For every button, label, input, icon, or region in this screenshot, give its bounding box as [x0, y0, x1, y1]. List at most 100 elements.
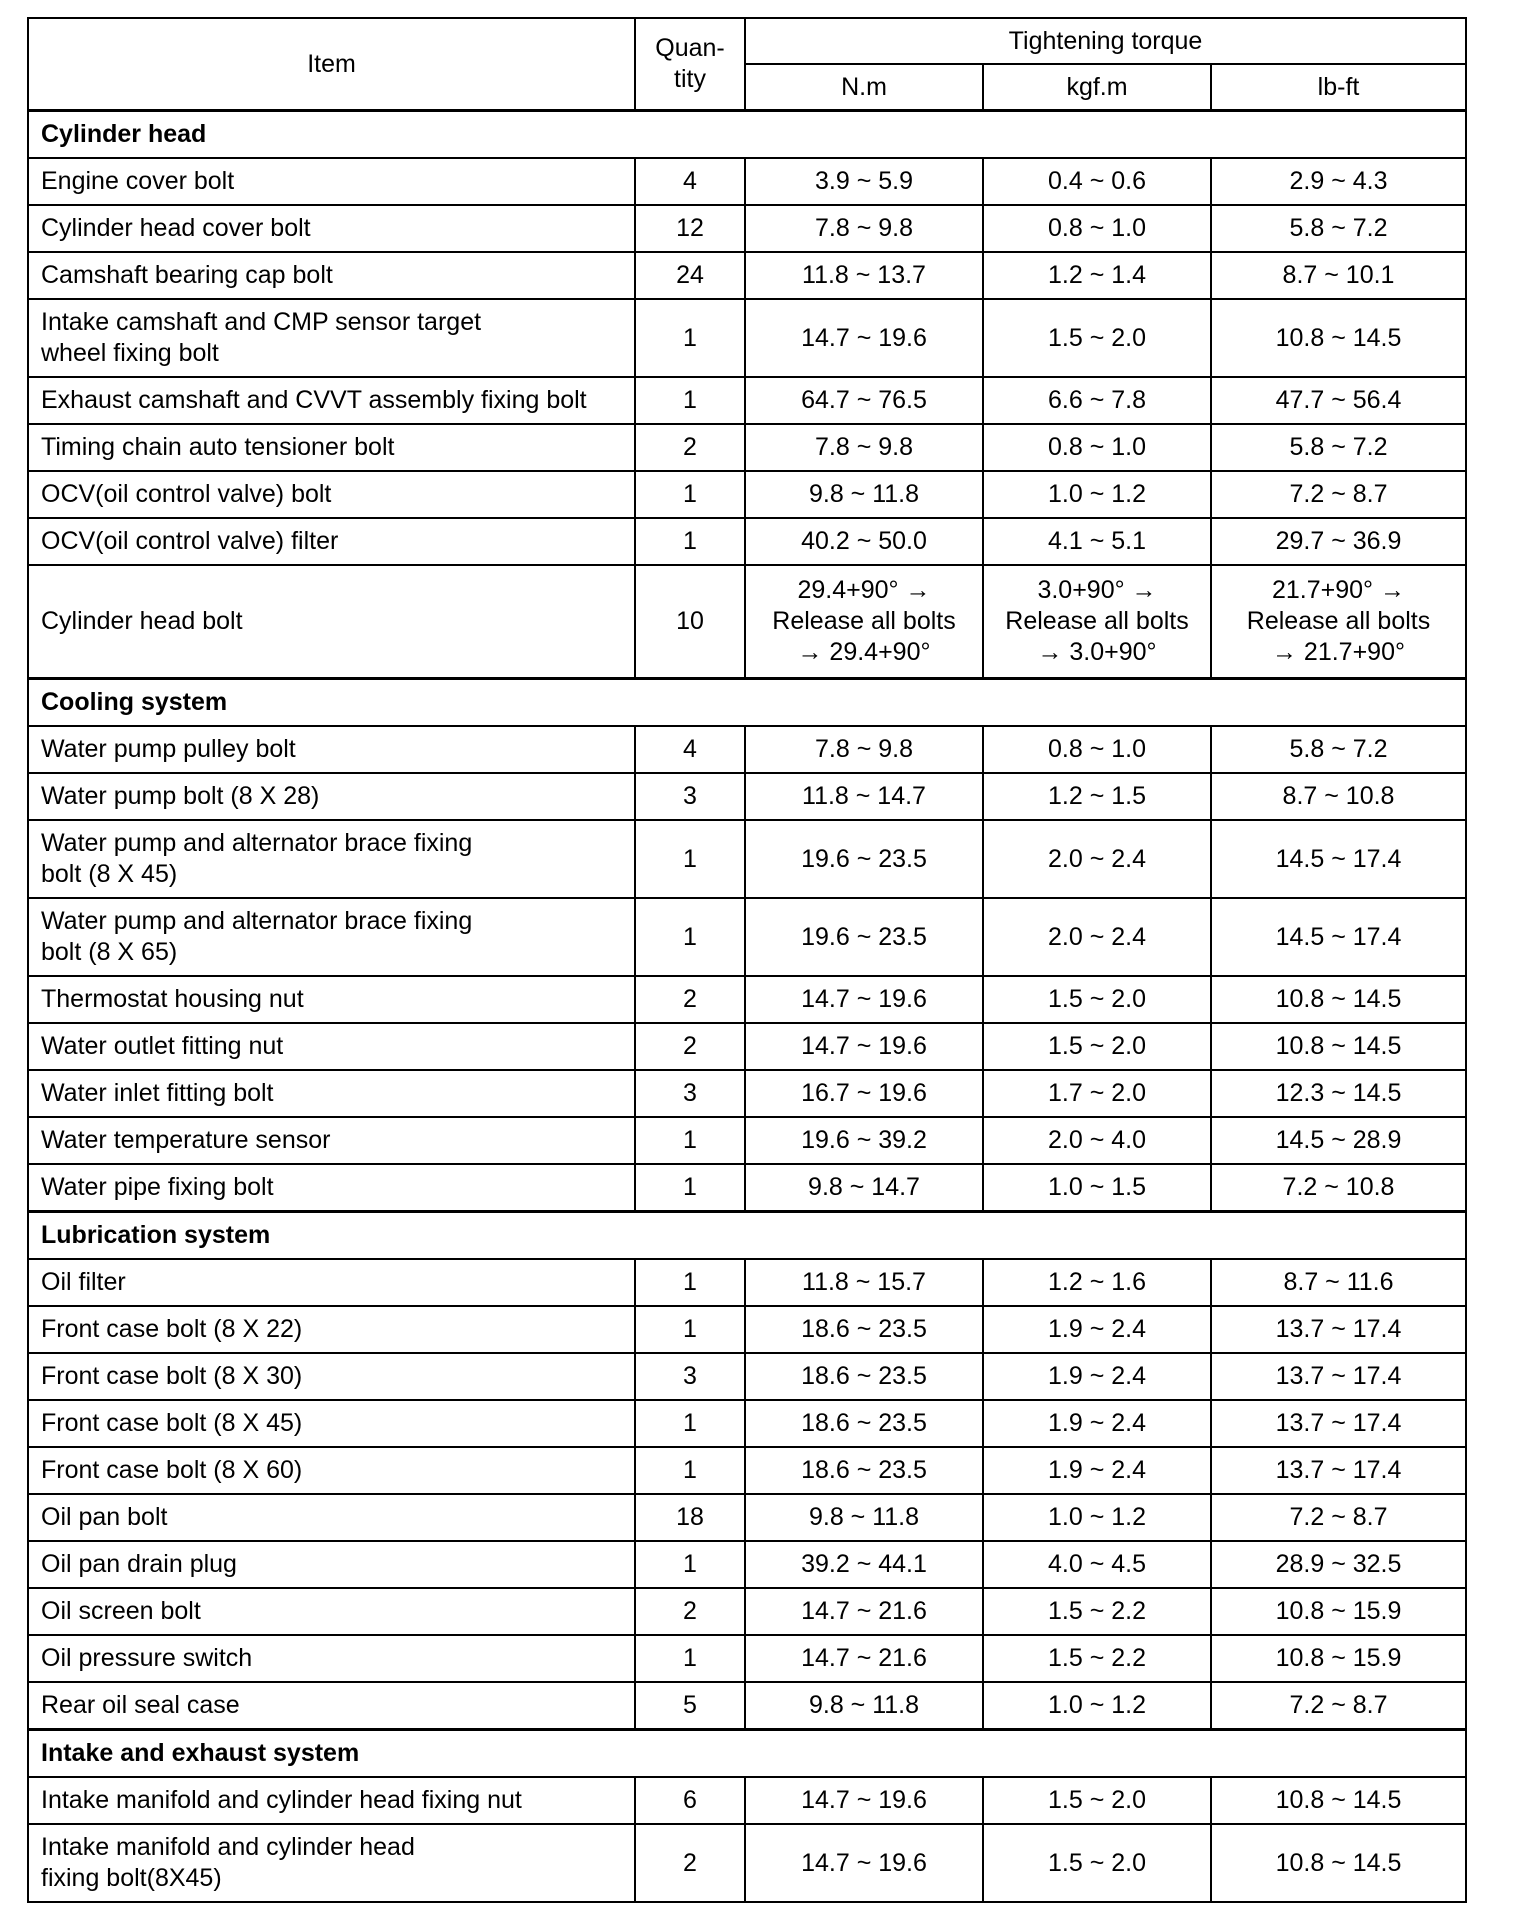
- torque-lbft-cell: 5.8 ~ 7.2: [1210, 725, 1467, 774]
- torque-lbft-cell: 47.7 ~ 56.4: [1210, 376, 1467, 425]
- item-cell: Water pipe fixing bolt: [27, 1163, 636, 1213]
- item-cell: Intake manifold and cylinder head fixing…: [27, 1823, 636, 1903]
- torque-lbft-cell: 10.8 ~ 14.5: [1210, 1022, 1467, 1071]
- torque-lbft-cell: 5.8 ~ 7.2: [1210, 204, 1467, 253]
- torque-nm-cell: 7.8 ~ 9.8: [744, 204, 984, 253]
- torque-kgfm-cell: 0.8 ~ 1.0: [982, 725, 1212, 774]
- item-cell: Oil pressure switch: [27, 1634, 636, 1683]
- torque-nm-cell: 39.2 ~ 44.1: [744, 1540, 984, 1589]
- quantity-cell: 1: [634, 1258, 746, 1307]
- torque-lbft-cell: 13.7 ~ 17.4: [1210, 1305, 1467, 1354]
- table-row: Front case bolt (8 X 22) 1 18.6 ~ 23.5 1.9 …: [27, 1305, 1467, 1354]
- torque-kgfm-cell: 2.0 ~ 2.4: [982, 897, 1212, 977]
- torque-kgfm-cell: 1.0 ~ 1.2: [982, 1681, 1212, 1731]
- torque-nm-cell: 19.6 ~ 23.5: [744, 819, 984, 899]
- torque-nm-cell: 18.6 ~ 23.5: [744, 1305, 984, 1354]
- torque-lbft-cell: 12.3 ~ 14.5: [1210, 1069, 1467, 1118]
- torque-lbft-cell: 21.7+90° → Release all bolts → 21.7+90°: [1210, 564, 1467, 680]
- table-row: Engine cover bolt 4 3.9 ~ 5.9 0.4 ~ 0.6 2.9 …: [27, 157, 1467, 206]
- torque-lbft-cell: 7.2 ~ 10.8: [1210, 1163, 1467, 1213]
- torque-nm-cell: 64.7 ~ 76.5: [744, 376, 984, 425]
- torque-nm-cell: 14.7 ~ 19.6: [744, 1022, 984, 1071]
- quantity-cell: 2: [634, 423, 746, 472]
- quantity-cell: 1: [634, 1305, 746, 1354]
- header-unit-kgfm: kgf.m: [982, 63, 1212, 112]
- torque-kgfm-cell: 4.1 ~ 5.1: [982, 517, 1212, 566]
- item-cell: Front case bolt (8 X 22): [27, 1305, 636, 1354]
- torque-lbft-cell: 10.8 ~ 14.5: [1210, 298, 1467, 378]
- torque-nm-cell: 19.6 ~ 39.2: [744, 1116, 984, 1165]
- table-row: Oil pressure switch 1 14.7 ~ 21.6 1.5 ~ 2.2…: [27, 1634, 1467, 1683]
- torque-nm-cell: 14.7 ~ 19.6: [744, 1823, 984, 1903]
- torque-lbft-cell: 7.2 ~ 8.7: [1210, 1493, 1467, 1542]
- quantity-cell: 6: [634, 1776, 746, 1825]
- section-title: Lubrication system: [27, 1210, 1467, 1260]
- table-row: Front case bolt (8 X 60) 1 18.6 ~ 23.5 1.9 …: [27, 1446, 1467, 1495]
- table-row: Timing chain auto tensioner bolt 2 7.8 ~ 9…: [27, 423, 1467, 472]
- section-row: Cooling system: [27, 677, 1467, 727]
- torque-kgfm-cell: 0.8 ~ 1.0: [982, 204, 1212, 253]
- quantity-cell: 2: [634, 1823, 746, 1903]
- quantity-cell: 2: [634, 1587, 746, 1636]
- quantity-cell: 2: [634, 1022, 746, 1071]
- torque-kgfm-cell: 1.5 ~ 2.0: [982, 298, 1212, 378]
- quantity-cell: 2: [634, 975, 746, 1024]
- torque-lbft-cell: 8.7 ~ 10.1: [1210, 251, 1467, 300]
- torque-kgfm-cell: 1.0 ~ 1.5: [982, 1163, 1212, 1213]
- table-row: Intake manifold and cylinder head fixing…: [27, 1776, 1467, 1825]
- item-cell: Thermostat housing nut: [27, 975, 636, 1024]
- quantity-cell: 3: [634, 1352, 746, 1401]
- torque-lbft-cell: 10.8 ~ 14.5: [1210, 1823, 1467, 1903]
- torque-kgfm-cell: 1.2 ~ 1.4: [982, 251, 1212, 300]
- table-row: Water inlet fitting bolt 3 16.7 ~ 19.6 1.7 …: [27, 1069, 1467, 1118]
- torque-nm-cell: 9.8 ~ 11.8: [744, 1681, 984, 1731]
- torque-nm-cell: 19.6 ~ 23.5: [744, 897, 984, 977]
- torque-nm-cell: 3.9 ~ 5.9: [744, 157, 984, 206]
- torque-lbft-cell: 7.2 ~ 8.7: [1210, 1681, 1467, 1731]
- torque-nm-cell: 9.8 ~ 11.8: [744, 470, 984, 519]
- quantity-cell: 24: [634, 251, 746, 300]
- item-cell: Timing chain auto tensioner bolt: [27, 423, 636, 472]
- torque-lbft-cell: 29.7 ~ 36.9: [1210, 517, 1467, 566]
- quantity-cell: 5: [634, 1681, 746, 1731]
- torque-nm-cell: 14.7 ~ 19.6: [744, 975, 984, 1024]
- torque-nm-cell: 14.7 ~ 19.6: [744, 1776, 984, 1825]
- torque-spec-table: Item Quan- tity Tightening torque N.m kg…: [27, 17, 1467, 1903]
- table-row: Cylinder head bolt 10 29.4+90° → Release a…: [27, 564, 1467, 680]
- header-quantity: Quan- tity: [634, 17, 746, 112]
- table-row: Thermostat housing nut 2 14.7 ~ 19.6 1.5 ~ …: [27, 975, 1467, 1024]
- section-row: Intake and exhaust system: [27, 1728, 1467, 1778]
- torque-kgfm-cell: 1.9 ~ 2.4: [982, 1446, 1212, 1495]
- item-cell: Front case bolt (8 X 60): [27, 1446, 636, 1495]
- torque-kgfm-cell: 3.0+90° → Release all bolts → 3.0+90°: [982, 564, 1212, 680]
- item-cell: Intake manifold and cylinder head fixing…: [27, 1776, 636, 1825]
- item-cell: Front case bolt (8 X 30): [27, 1352, 636, 1401]
- item-cell: Rear oil seal case: [27, 1681, 636, 1731]
- quantity-cell: 12: [634, 204, 746, 253]
- torque-kgfm-cell: 1.9 ~ 2.4: [982, 1305, 1212, 1354]
- torque-lbft-cell: 13.7 ~ 17.4: [1210, 1352, 1467, 1401]
- table-row: OCV(oil control valve) bolt 1 9.8 ~ 11.8 1.…: [27, 470, 1467, 519]
- torque-nm-cell: 18.6 ~ 23.5: [744, 1446, 984, 1495]
- torque-lbft-cell: 2.9 ~ 4.3: [1210, 157, 1467, 206]
- header-unit-nm: N.m: [744, 63, 984, 112]
- item-cell: Water temperature sensor: [27, 1116, 636, 1165]
- item-cell: Water outlet fitting nut: [27, 1022, 636, 1071]
- quantity-cell: 4: [634, 725, 746, 774]
- table-row: Cylinder head cover bolt 12 7.8 ~ 9.8 0.8 ~…: [27, 204, 1467, 253]
- torque-lbft-cell: 28.9 ~ 32.5: [1210, 1540, 1467, 1589]
- torque-kgfm-cell: 1.0 ~ 1.2: [982, 1493, 1212, 1542]
- quantity-cell: 1: [634, 517, 746, 566]
- item-cell: Oil screen bolt: [27, 1587, 636, 1636]
- table-row: Front case bolt (8 X 30) 3 18.6 ~ 23.5 1.9 …: [27, 1352, 1467, 1401]
- table-row: Oil filter 1 11.8 ~ 15.7 1.2 ~ 1.6 8.7 ~ 11.…: [27, 1258, 1467, 1307]
- torque-nm-cell: 11.8 ~ 14.7: [744, 772, 984, 821]
- table-row: Oil pan drain plug 1 39.2 ~ 44.1 4.0 ~ 4.5 2…: [27, 1540, 1467, 1589]
- torque-kgfm-cell: 1.2 ~ 1.5: [982, 772, 1212, 821]
- torque-lbft-cell: 8.7 ~ 10.8: [1210, 772, 1467, 821]
- item-cell: Oil pan bolt: [27, 1493, 636, 1542]
- header-item: Item: [27, 17, 636, 112]
- torque-nm-cell: 18.6 ~ 23.5: [744, 1352, 984, 1401]
- torque-kgfm-cell: 1.5 ~ 2.2: [982, 1634, 1212, 1683]
- quantity-cell: 1: [634, 470, 746, 519]
